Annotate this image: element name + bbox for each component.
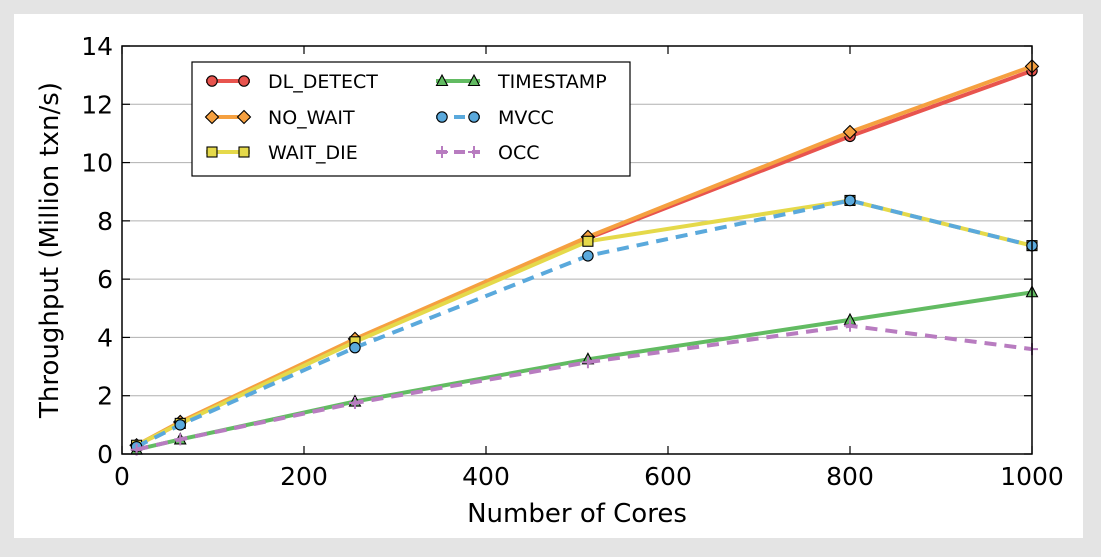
legend: DL_DETECT NO_WAIT WAIT_DIE TIMESTAMP MVCC OCC — [191, 61, 631, 177]
legend-item: OCC — [436, 142, 540, 164]
y-tick-label: 14 — [81, 32, 113, 61]
legend-label: NO_WAIT — [268, 107, 355, 129]
legend-item: NO_WAIT — [204, 107, 355, 129]
legend-label: DL_DETECT — [268, 71, 378, 93]
data-point — [174, 433, 187, 446]
y-tick-label: 0 — [97, 440, 113, 469]
legend-marker — [468, 111, 480, 123]
series-occ — [130, 319, 1038, 456]
x-tick-label: 1000 — [1000, 462, 1064, 491]
legend-label: WAIT_DIE — [268, 142, 358, 164]
series-line — [136, 290, 1033, 452]
legend-item: DL_DETECT — [206, 71, 378, 93]
legend-item: MVCC — [436, 107, 554, 129]
legend-marker — [436, 146, 448, 158]
x-tick-label: 200 — [280, 462, 328, 491]
legend-box — [191, 61, 631, 177]
data-point — [582, 235, 594, 247]
legend-marker — [204, 109, 220, 125]
data-point — [582, 250, 594, 262]
legend-marker — [236, 109, 252, 125]
legend-marker — [436, 111, 448, 123]
legend-marker — [238, 75, 250, 87]
y-tick-label: 10 — [81, 149, 113, 178]
data-point — [581, 356, 594, 369]
series-layer — [129, 59, 1040, 456]
x-axis-label: Number of Cores — [467, 499, 687, 529]
data-point — [842, 124, 858, 140]
data-point — [349, 341, 361, 354]
legend-marker — [468, 146, 480, 158]
series-line — [136, 323, 1033, 452]
y-tick-label: 6 — [97, 265, 113, 294]
legend-marker — [238, 146, 250, 158]
x-tick-label: 400 — [462, 462, 510, 491]
data-point — [348, 397, 361, 409]
y-tick-label: 8 — [97, 207, 113, 236]
legend-item: TIMESTAMP — [435, 71, 607, 93]
y-axis-label: Throughput (Million txn/s) — [35, 82, 65, 419]
legend-marker — [435, 73, 449, 87]
x-tick-label: 600 — [644, 462, 692, 491]
legend-marker — [467, 73, 481, 87]
x-tick-label: 800 — [826, 462, 874, 491]
legend-marker — [206, 75, 218, 87]
data-point — [844, 319, 856, 332]
data-point — [844, 194, 856, 207]
data-point — [174, 419, 186, 431]
legend-marker — [206, 146, 218, 158]
x-tick-label: 0 — [114, 462, 130, 491]
legend-label: MVCC — [498, 107, 554, 129]
plot-area-border — [121, 45, 1033, 455]
y-tick-label: 2 — [97, 382, 113, 411]
legend-label: TIMESTAMP — [497, 71, 607, 93]
y-tick-label: 12 — [81, 90, 113, 119]
legend-label: OCC — [498, 142, 540, 164]
legend-item: WAIT_DIE — [206, 142, 358, 164]
y-tick-label: 4 — [97, 323, 113, 352]
series-line — [135, 198, 1033, 449]
ticks: 0 2 4 6 8 10 12 14 0 200 400 600 800 1000 — [81, 32, 1064, 491]
